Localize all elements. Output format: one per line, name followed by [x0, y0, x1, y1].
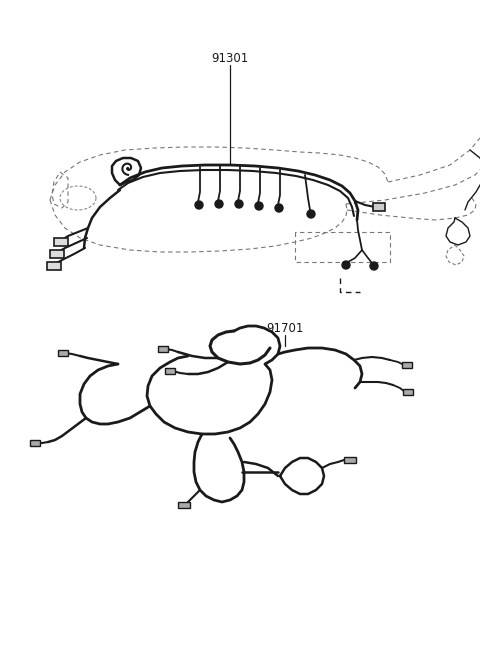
FancyBboxPatch shape [47, 262, 61, 270]
FancyBboxPatch shape [165, 368, 175, 374]
FancyBboxPatch shape [402, 362, 412, 368]
FancyBboxPatch shape [178, 502, 190, 508]
Text: 91301: 91301 [211, 51, 249, 64]
FancyBboxPatch shape [373, 203, 385, 211]
FancyBboxPatch shape [54, 238, 68, 246]
Circle shape [195, 201, 203, 209]
Circle shape [370, 262, 378, 270]
FancyBboxPatch shape [50, 250, 64, 258]
FancyBboxPatch shape [58, 350, 68, 356]
Circle shape [307, 210, 315, 218]
Text: 91701: 91701 [266, 321, 304, 334]
Circle shape [215, 200, 223, 208]
FancyBboxPatch shape [403, 389, 413, 395]
FancyBboxPatch shape [158, 346, 168, 352]
Circle shape [275, 204, 283, 212]
FancyBboxPatch shape [344, 457, 356, 463]
Circle shape [342, 261, 350, 269]
Circle shape [255, 202, 263, 210]
Circle shape [235, 200, 243, 208]
FancyBboxPatch shape [30, 440, 40, 446]
